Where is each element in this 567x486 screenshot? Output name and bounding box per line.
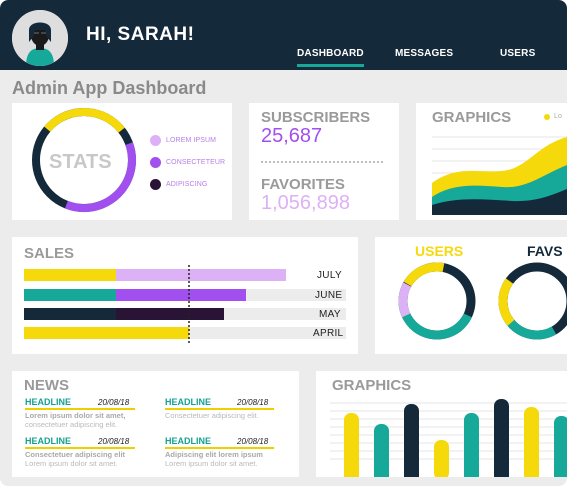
sales-row-label: JUNE [315,290,343,301]
nav-messages-tab[interactable]: MESSAGES [395,48,454,59]
page-title: Admin App Dashboard [12,78,207,98]
graphics-bottom-title: GRAPHICS [332,377,412,394]
area-chart [432,136,567,215]
stats-donut-chart [32,108,136,212]
stats-label: STATS [49,151,112,173]
divider [261,161,383,163]
sales-row-label: APRIL [313,328,344,339]
news-date: 20/08/18 [237,437,269,446]
news-text: Adipiscing elit lorem ipsum [165,450,263,459]
sales-bar-chart [24,265,346,345]
news-text: Lorem ipsum dolor sit amet. [25,459,118,468]
graphics-legend-dot [544,114,550,120]
favs-ring-title: FAVS [527,243,563,259]
news-text: consectetuer adipiscing elit. [25,420,118,429]
legend-dot-lorem [150,135,161,146]
legend-dot-consecteteur [150,157,161,168]
legend-dot-adipiscing [150,179,161,190]
favorites-label: FAVORITES [261,176,345,193]
top-bar: HI, SARAH! DASHBOARD MESSAGES USERS [0,0,567,70]
user-avatar-icon [12,10,68,66]
news-date: 20/08/18 [98,437,130,446]
news-text: Consectetuer adipiscing elit. [165,411,259,420]
sales-row-label: MAY [319,309,341,320]
avatar[interactable] [12,10,68,66]
news-divider [25,408,135,410]
users-favs-donut-charts [398,262,567,340]
news-headline[interactable]: HEADLINE [165,436,212,446]
graphics-legend-label: Lo [554,113,562,120]
legend-label-adipiscing: ADIPISCING [166,181,208,188]
news-divider [165,408,274,410]
graphics-area-card: GRAPHICS Lo [416,103,567,220]
news-divider [165,447,274,449]
news-headline[interactable]: HEADLINE [165,397,212,407]
sales-title: SALES [24,245,75,262]
sales-row-label: JULY [317,270,342,281]
news-headline[interactable]: HEADLINE [25,436,72,446]
news-text: Lorem ipsum dolor sit amet. [165,459,258,468]
greeting-text: HI, SARAH! [86,24,195,45]
users-favs-card: USERS FAVS [375,237,567,354]
legend-label-lorem: LOREM IPSUM [166,137,217,144]
news-date: 20/08/18 [98,398,130,407]
graphics-bar-card: GRAPHICS [316,371,567,477]
news-headline[interactable]: HEADLINE [25,397,72,407]
graphics-title: GRAPHICS [432,109,512,126]
news-card: NEWS HEADLINE 20/08/18 Lorem ipsum dolor… [12,371,299,477]
news-text: Consectetuer adipiscing elit [25,450,126,459]
news-divider [25,447,135,449]
nav-dashboard-tab[interactable]: DASHBOARD [297,48,364,67]
news-text: Lorem ipsum dolor sit amet, [25,411,126,420]
sales-card: SALES JULY JUNE MAY APRIL [12,237,358,354]
stats-card: STATS LOREM IPSUM CONSECTETEUR ADIPISCIN… [12,103,232,220]
legend-label-consecteteur: CONSECTETEUR [166,159,226,166]
news-date: 20/08/18 [237,398,269,407]
nav-users-tab[interactable]: USERS [500,48,536,59]
vertical-bar-chart [330,399,567,477]
subscribers-value: 25,687 [261,125,323,147]
subscribers-card: SUBSCRIBERS 25,687 FAVORITES 1,056,898 [249,103,399,220]
news-title: NEWS [24,377,69,394]
users-ring-title: USERS [415,243,464,259]
subscribers-label: SUBSCRIBERS [261,109,371,126]
favorites-value: 1,056,898 [261,192,350,214]
